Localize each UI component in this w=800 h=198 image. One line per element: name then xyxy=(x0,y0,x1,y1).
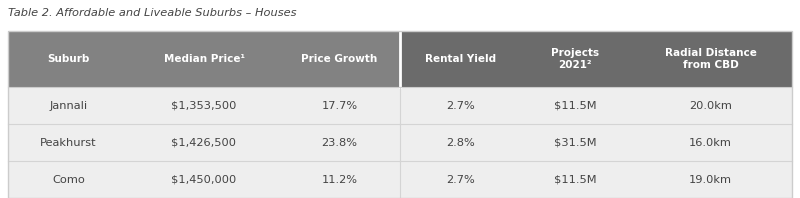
Bar xyxy=(129,31,279,87)
Text: Projects
2021²: Projects 2021² xyxy=(551,48,599,70)
Text: Suburb: Suburb xyxy=(47,54,90,64)
Text: 20.0km: 20.0km xyxy=(690,101,732,111)
Bar xyxy=(8,87,792,124)
Text: Peakhurst: Peakhurst xyxy=(40,138,97,148)
Text: Radial Distance
from CBD: Radial Distance from CBD xyxy=(665,48,757,70)
Text: $1,426,500: $1,426,500 xyxy=(171,138,237,148)
Text: 11.2%: 11.2% xyxy=(322,174,358,185)
Text: Table 2. Affordable and Liveable Suburbs – Houses: Table 2. Affordable and Liveable Suburbs… xyxy=(8,8,297,18)
Text: 23.8%: 23.8% xyxy=(322,138,358,148)
Text: 16.0km: 16.0km xyxy=(690,138,732,148)
Text: Como: Como xyxy=(52,174,85,185)
Bar xyxy=(8,161,792,198)
Bar xyxy=(8,31,129,87)
Bar xyxy=(8,124,792,161)
Text: $11.5M: $11.5M xyxy=(554,174,597,185)
Bar xyxy=(279,31,400,87)
Text: Rental Yield: Rental Yield xyxy=(425,54,496,64)
Text: Median Price¹: Median Price¹ xyxy=(163,54,245,64)
Text: $11.5M: $11.5M xyxy=(554,101,597,111)
Bar xyxy=(521,31,630,87)
Text: $31.5M: $31.5M xyxy=(554,138,597,148)
Bar xyxy=(8,31,792,198)
Bar xyxy=(630,31,792,87)
Text: $1,450,000: $1,450,000 xyxy=(171,174,237,185)
Text: Price Growth: Price Growth xyxy=(302,54,378,64)
Text: 2.7%: 2.7% xyxy=(446,101,475,111)
Text: $1,353,500: $1,353,500 xyxy=(171,101,237,111)
Text: Jannali: Jannali xyxy=(50,101,87,111)
Text: 19.0km: 19.0km xyxy=(689,174,732,185)
Text: 2.8%: 2.8% xyxy=(446,138,475,148)
Text: 2.7%: 2.7% xyxy=(446,174,475,185)
Text: 17.7%: 17.7% xyxy=(322,101,358,111)
Bar xyxy=(400,31,521,87)
